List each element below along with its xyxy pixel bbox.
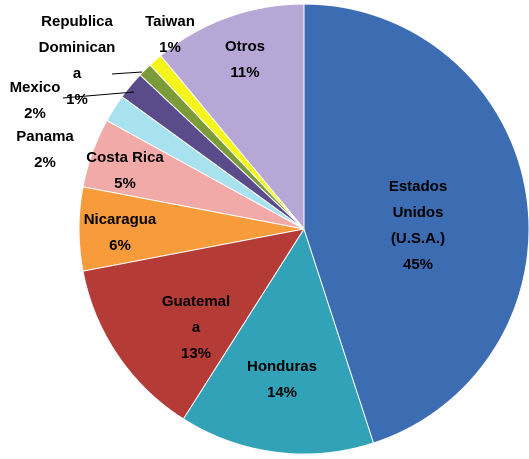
leader-line bbox=[111, 71, 143, 75]
slice-label: Republica Dominicana 1% bbox=[36, 9, 118, 113]
category-label: Taiwan bbox=[145, 13, 195, 30]
pie-slice bbox=[303, 3, 529, 444]
pie-slice bbox=[159, 3, 305, 231]
slice-label: Estados Unidos (U.S.A.) 45% bbox=[378, 174, 458, 278]
value-label: 14% bbox=[266, 384, 298, 401]
slice-label: Panama 2% bbox=[10, 124, 80, 176]
category-label: Guatemala bbox=[161, 293, 231, 336]
slice-label: Honduras 14% bbox=[232, 354, 332, 406]
slice-label: Guatemala 13% bbox=[161, 289, 231, 367]
value-label: 2% bbox=[24, 105, 46, 122]
slice-label: Mexico 2% bbox=[0, 75, 70, 127]
category-label: Costa Rica bbox=[86, 149, 164, 166]
slice-label: Costa Rica 5% bbox=[80, 145, 170, 197]
category-label: Republica Dominicana bbox=[38, 13, 116, 82]
value-label: 6% bbox=[109, 237, 131, 254]
value-label: 11% bbox=[230, 64, 260, 81]
value-label: 2% bbox=[34, 154, 56, 171]
slice-label: Taiwan 1% bbox=[135, 9, 205, 61]
category-label: Otros bbox=[224, 38, 265, 55]
category-label: Honduras bbox=[246, 358, 317, 375]
pie-slice bbox=[82, 228, 306, 420]
pie-slice bbox=[182, 227, 375, 455]
value-label: 5% bbox=[114, 175, 136, 192]
value-label: 45% bbox=[402, 256, 434, 273]
slice-label: Nicaragua 6% bbox=[75, 207, 165, 259]
category-label: Estados Unidos (U.S.A.) bbox=[388, 178, 448, 247]
category-label: Panama bbox=[16, 128, 74, 145]
slice-label: Otros 11% bbox=[210, 34, 280, 86]
category-label: Nicaragua bbox=[83, 211, 157, 228]
value-label: 13% bbox=[180, 345, 212, 362]
value-label: 1% bbox=[159, 39, 181, 56]
category-label: Mexico bbox=[9, 79, 61, 96]
value-label: 1% bbox=[66, 91, 88, 108]
leader-line bbox=[62, 91, 135, 99]
